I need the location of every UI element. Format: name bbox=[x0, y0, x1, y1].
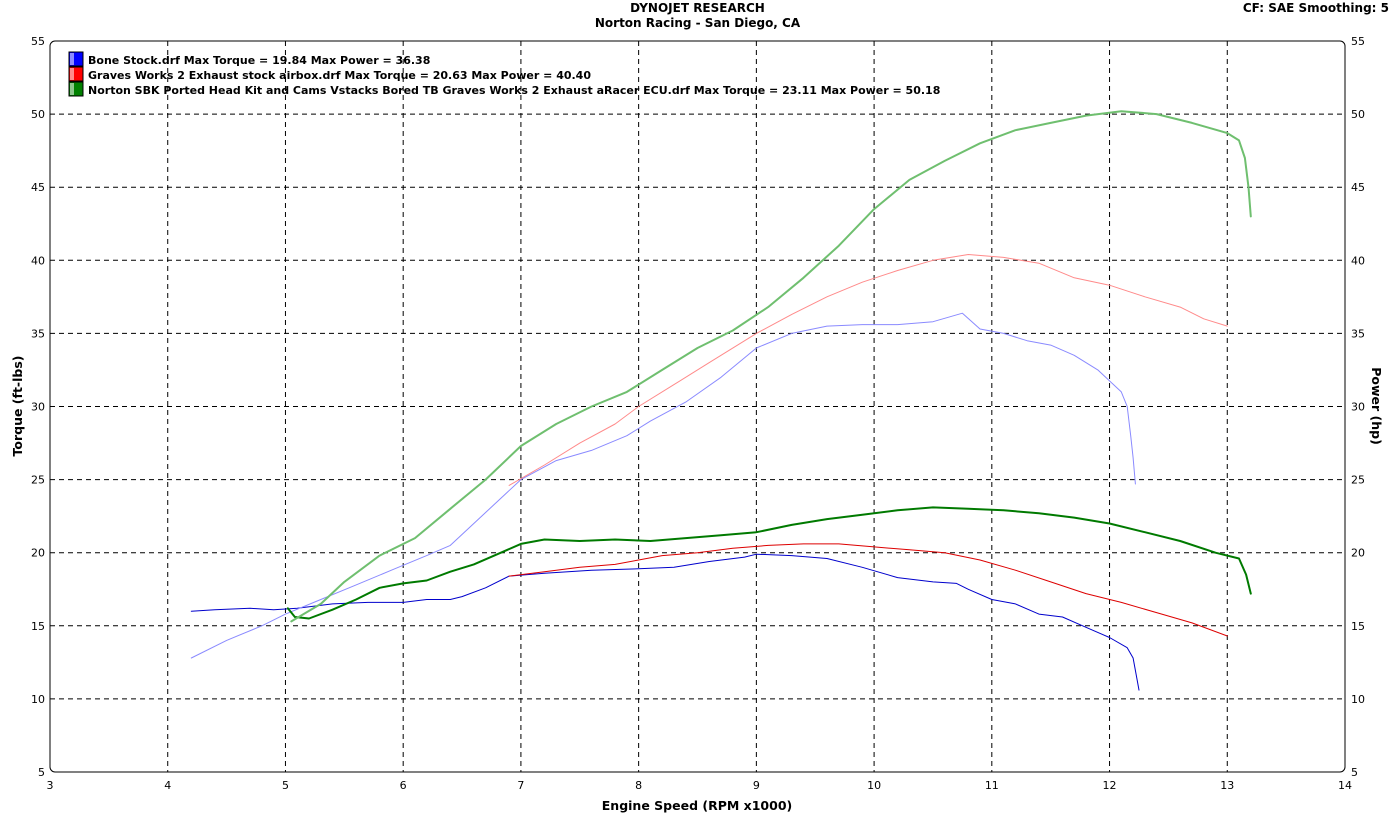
legend-swatch-highlight bbox=[70, 68, 74, 80]
x-tick-label: 4 bbox=[164, 779, 171, 792]
y-axis-left-label: Torque (ft-lbs) bbox=[10, 356, 25, 457]
y-tick-label-left: 50 bbox=[31, 108, 45, 121]
x-tick-label: 14 bbox=[1338, 779, 1352, 792]
x-tick-label: 6 bbox=[400, 779, 407, 792]
y-tick-label-left: 5 bbox=[38, 766, 45, 779]
x-tick-label: 11 bbox=[985, 779, 999, 792]
power-series-line bbox=[290, 110, 1252, 623]
y-tick-label-left: 55 bbox=[31, 35, 45, 48]
power-series-line bbox=[190, 312, 1136, 659]
data-series bbox=[190, 110, 1252, 691]
x-tick-label: 13 bbox=[1220, 779, 1234, 792]
y-tick-label-left: 10 bbox=[31, 693, 45, 706]
torque-series-line bbox=[286, 506, 1252, 620]
correction-factor-info: CF: SAE Smoothing: 5 bbox=[1242, 1, 1389, 15]
y-tick-label-left: 15 bbox=[31, 620, 45, 633]
chart-title: DYNOJET RESEARCH bbox=[630, 1, 765, 15]
x-axis-label: Engine Speed (RPM x1000) bbox=[602, 798, 792, 813]
x-tick-label: 8 bbox=[635, 779, 642, 792]
y-tick-label-right: 10 bbox=[1351, 693, 1365, 706]
y-tick-label-right: 5 bbox=[1351, 766, 1358, 779]
y-tick-label-right: 50 bbox=[1351, 108, 1365, 121]
y-tick-label-left: 30 bbox=[31, 401, 45, 414]
grid-lines bbox=[50, 41, 1345, 772]
y-tick-label-left: 40 bbox=[31, 254, 45, 267]
x-tick-label: 3 bbox=[47, 779, 54, 792]
y-tick-label-right: 35 bbox=[1351, 327, 1365, 340]
y-tick-label-right: 45 bbox=[1351, 181, 1365, 194]
x-tick-label: 5 bbox=[282, 779, 289, 792]
x-tick-label: 9 bbox=[753, 779, 760, 792]
y-tick-label-right: 15 bbox=[1351, 620, 1365, 633]
legend-swatch-highlight bbox=[70, 83, 74, 95]
y-tick-label-right: 20 bbox=[1351, 547, 1365, 560]
power-series-line bbox=[508, 254, 1228, 486]
x-tick-label: 10 bbox=[867, 779, 881, 792]
y-tick-label-right: 40 bbox=[1351, 254, 1365, 267]
torque-series-line bbox=[190, 553, 1140, 691]
legend: Bone Stock.drf Max Torque = 19.84 Max Po… bbox=[68, 51, 940, 97]
x-tick-label: 12 bbox=[1103, 779, 1117, 792]
legend-entry: Norton SBK Ported Head Kit and Cams Vsta… bbox=[88, 84, 940, 97]
legend-entry: Graves Works 2 Exhaust stock airbox.drf … bbox=[88, 69, 591, 82]
y-tick-label-left: 20 bbox=[31, 547, 45, 560]
legend-entry: Bone Stock.drf Max Torque = 19.84 Max Po… bbox=[88, 54, 430, 67]
y-tick-label-right: 25 bbox=[1351, 474, 1365, 487]
legend-swatch-highlight bbox=[70, 53, 74, 65]
y-axis-right-label: Power (hp) bbox=[1369, 367, 1384, 445]
y-tick-label-left: 25 bbox=[31, 474, 45, 487]
y-tick-label-left: 35 bbox=[31, 327, 45, 340]
y-tick-label-right: 30 bbox=[1351, 401, 1365, 414]
y-tick-label-right: 55 bbox=[1351, 35, 1365, 48]
torque-series-line bbox=[508, 543, 1228, 637]
y-tick-label-left: 45 bbox=[31, 181, 45, 194]
chart-subtitle: Norton Racing - San Diego, CA bbox=[594, 16, 801, 30]
x-tick-label: 7 bbox=[517, 779, 524, 792]
